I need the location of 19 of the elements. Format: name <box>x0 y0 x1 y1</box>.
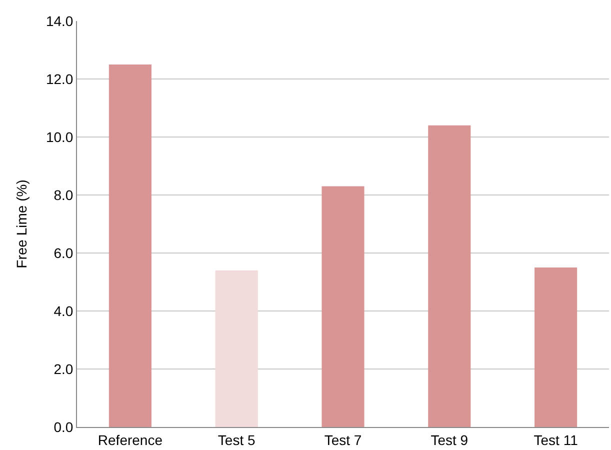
bar <box>322 186 364 427</box>
y-tick-label: 4.0 <box>54 302 74 319</box>
bar <box>534 268 578 427</box>
y-tick-label: 2.0 <box>54 360 74 377</box>
y-tick-label: 10.0 <box>46 128 74 145</box>
bar <box>428 125 471 427</box>
y-tick-label: 12.0 <box>46 70 74 87</box>
x-tick-label: Test 7 <box>324 432 362 448</box>
x-tick-label: Test 9 <box>430 432 468 448</box>
x-tick-label: Reference <box>98 432 163 448</box>
x-tick-label: Test 11 <box>534 432 578 448</box>
bar <box>108 64 152 427</box>
y-tick-label: 6.0 <box>54 244 74 261</box>
x-tick-label: Test 5 <box>218 432 256 448</box>
y-axis-title: Free Lime (%) <box>14 180 30 268</box>
y-tick-label: 14.0 <box>46 12 74 29</box>
y-tick-label: 8.0 <box>54 186 74 203</box>
y-tick-label: 0.0 <box>54 418 74 435</box>
bar <box>215 270 258 427</box>
